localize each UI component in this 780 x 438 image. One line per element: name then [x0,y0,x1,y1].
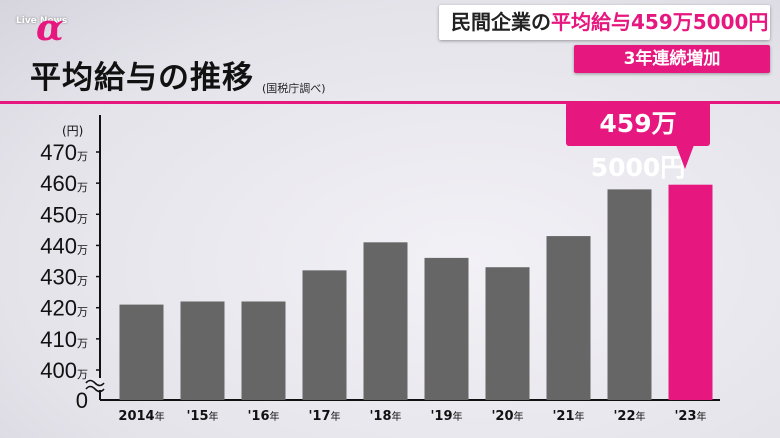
y-tick-label: 410万 [40,327,88,352]
y-unit-label: (円) [62,124,83,138]
x-tick-label: '18年 [369,409,401,424]
x-tick-label: '20年 [491,409,523,424]
channel-logo: Live News α [12,8,74,48]
y-tick-label: 470万 [40,140,88,165]
bar [607,189,652,400]
chart-title: 平均給与の推移 [30,60,254,96]
bar [241,301,286,400]
subheadline-text: 3年連続増加 [623,49,721,69]
title-divider [0,101,780,104]
x-tick-label: '21年 [552,409,584,424]
headline-emphasis: 平均給与459万5000円 [551,10,769,34]
x-tick-label: '15年 [186,409,218,424]
y-tick-label: 460万 [40,171,88,196]
y-axis-ticks: 0 400万 410万 420万 430万 440万 450万 460万 470万 [40,140,100,413]
x-tick-label: '22年 [613,409,645,424]
alpha-logo-icon: α [36,7,64,49]
y-tick-label: 440万 [40,233,88,258]
bar [668,184,713,400]
y-tick-label: 420万 [40,296,88,321]
chart-bars [119,184,713,400]
bar [424,257,469,400]
headline-banner: 民間企業の平均給与459万5000円 [439,5,770,40]
x-axis-ticks: 2014年 '15年 '16年 '17年 '18年 '19年 '20年 '21年 '22年 '23… [118,409,706,424]
bar [119,304,164,400]
x-tick-label: '17年 [308,409,340,424]
headline-prefix: 民間企業の [451,10,551,34]
x-tick-label: '23年 [674,409,706,424]
bar [546,236,591,400]
x-tick-label: '16年 [247,409,279,424]
source-note: (国税庁調べ) [262,82,326,95]
callout-label: 459万5000円 [590,109,686,182]
y-tick-label: 0 [76,388,88,413]
y-tick-label: 430万 [40,265,88,290]
x-tick-label: '19年 [430,409,462,424]
bar [180,301,225,400]
highlight-callout: 459万5000円 [566,102,710,182]
bar [363,242,408,400]
y-tick-label: 450万 [40,202,88,227]
bar [485,267,530,400]
x-tick-label: 2014年 [118,409,164,424]
bar [302,270,347,400]
subheadline-badge: 3年連続増加 [574,45,770,73]
y-tick-label: 400万 [40,358,88,383]
axis-break-icon [85,378,105,393]
logo-text: Live News [16,16,68,26]
headline-text: 民間企業の平均給与459万5000円 [451,9,768,36]
callout-pointer [676,145,694,169]
